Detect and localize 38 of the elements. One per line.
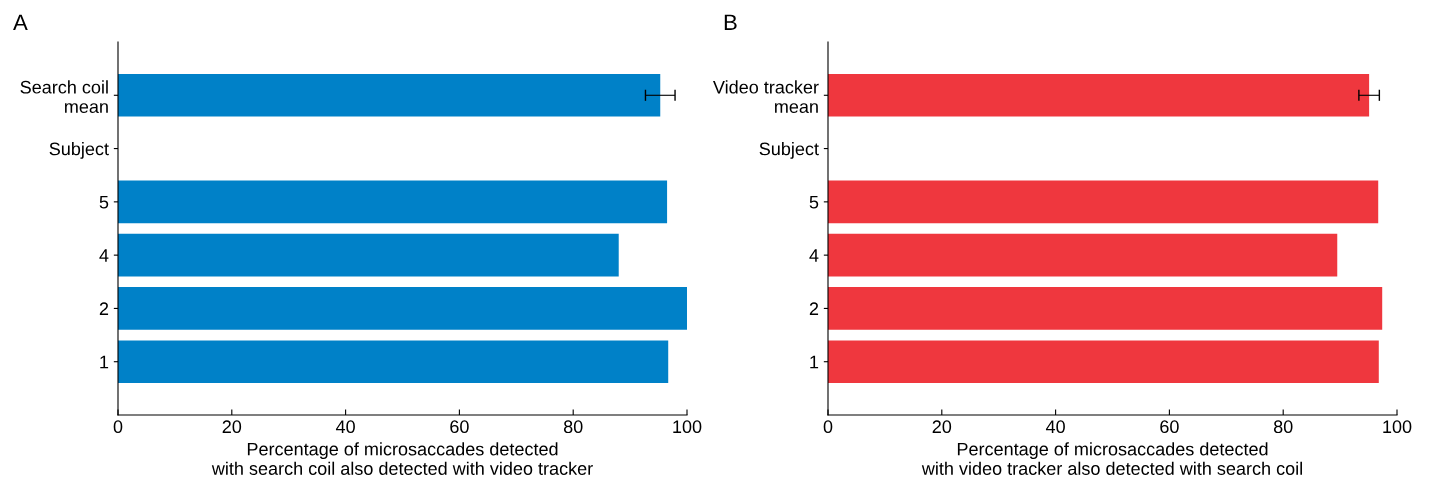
bar: [118, 73, 661, 117]
y-tick-label: 2: [809, 302, 819, 315]
y-tick-label: 5: [809, 195, 819, 209]
y-tick-label: 1: [100, 355, 109, 369]
bar: [118, 180, 668, 224]
y-tick-label: 5: [99, 195, 109, 209]
text: A: [13, 14, 28, 30]
x-axis-title: Percentage of microsaccades detected with video tracker also detected with search coil: [921, 442, 1302, 475]
x-tick-label: 20: [222, 420, 242, 434]
bar: [828, 287, 1383, 330]
bar: [118, 287, 687, 330]
x-tick-label: 60: [450, 420, 469, 434]
x-tick-label: 80: [1273, 420, 1293, 434]
bar: [118, 340, 669, 384]
y-tick-label: 4: [99, 249, 109, 262]
x-tick-label: 40: [1045, 420, 1065, 434]
y-tick-label: 1: [810, 355, 819, 369]
y-tick-label: 4: [809, 249, 819, 262]
x-tick-label: 60: [1160, 420, 1179, 434]
x-tick-label: 100: [673, 420, 702, 434]
x-tick-label: 20: [932, 420, 952, 434]
x-tick-label: 0: [113, 420, 123, 434]
y-tick-label: 2: [99, 302, 109, 315]
x-tick-label: 0: [823, 420, 833, 434]
x-axis-title: Percentage of microsaccades detected with search coil also detected with video tracker: [211, 442, 593, 475]
text: B: [724, 14, 737, 30]
y-tick-label: Subject: [49, 142, 109, 159]
bar: [828, 233, 1338, 277]
bar: [118, 233, 619, 277]
x-tick-label: 80: [563, 420, 583, 434]
bar: [828, 340, 1379, 384]
y-tick-label: Subject: [759, 142, 819, 159]
y-tick-label: Search coil mean: [20, 80, 108, 114]
x-tick-label: 100: [1383, 420, 1412, 434]
x-tick-label: 40: [335, 420, 355, 434]
bar: [828, 180, 1379, 224]
y-tick-label: Video tracker mean: [713, 80, 819, 114]
bar: [828, 73, 1370, 117]
